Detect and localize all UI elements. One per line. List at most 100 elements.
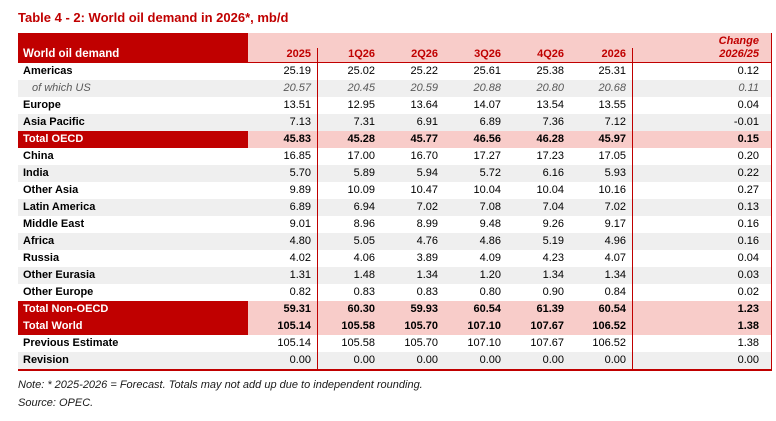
cell-total-world-5: 106.52 xyxy=(570,318,633,335)
cell-europe-2: 13.64 xyxy=(410,99,438,111)
cell-previous-estimate-4: 107.67 xyxy=(530,337,564,349)
row-label: Other Asia xyxy=(23,184,79,196)
cell-latin-america-5: 7.02 xyxy=(570,199,633,216)
cell-russia-1: 4.06 xyxy=(353,252,375,264)
cell-of-which-us-5: 20.68 xyxy=(570,80,633,97)
cell-europe-1: 12.95 xyxy=(347,99,375,111)
row-label: Other Eurasia xyxy=(23,269,96,281)
table-row-latin-america: Latin America 6.89 6.94 7.02 7.08 7.04 7.02 0.1… xyxy=(18,199,771,216)
cell-total-world-6: 1.38 xyxy=(633,318,771,335)
row-label: Africa xyxy=(23,235,55,247)
cell-total-non-oecd-5: 60.54 xyxy=(570,301,633,318)
cell-total-oecd-0: 45.83 xyxy=(248,131,318,148)
cell-previous-estimate-6: 1.38 xyxy=(737,337,759,349)
cell-china-2: 16.70 xyxy=(410,150,438,162)
cell-latin-america-3: 7.08 xyxy=(479,201,501,213)
change-header-line2: 2026/25 xyxy=(719,48,759,60)
cell-europe-3: 14.07 xyxy=(473,99,501,111)
row-label: Previous Estimate xyxy=(23,337,119,349)
header-col-3q26: 3Q26 xyxy=(474,48,501,60)
cell-of-which-us-3: 20.88 xyxy=(473,82,501,94)
cell-middle-east-3: 9.48 xyxy=(479,218,501,230)
cell-asia-pacific-1: 7.31 xyxy=(353,116,375,128)
cell-latin-america-1: 6.94 xyxy=(353,201,375,213)
cell-other-europe-0: 0.82 xyxy=(248,284,318,301)
table-row-total-non-oecd: Total Non-OECD 59.31 60.30 59.93 60.54 61.39 6… xyxy=(18,301,771,318)
cell-americas-6: 0.12 xyxy=(737,65,759,77)
row-label: Total OECD xyxy=(18,131,248,148)
row-label: Total World xyxy=(18,318,248,335)
cell-revision-3: 0.00 xyxy=(479,354,501,366)
cell-other-europe-4: 0.90 xyxy=(542,286,564,298)
cell-total-oecd-3: 46.56 xyxy=(444,131,507,148)
table-row-other-europe: Other Europe 0.82 0.83 0.83 0.80 0.90 0.84 0.02 xyxy=(18,284,771,301)
table-row-asia-pacific: Asia Pacific 7.13 7.31 6.91 6.89 7.36 7.12 -0.0… xyxy=(18,114,771,131)
table-row-total-world: Total World 105.14 105.58 105.70 107.10 107.6… xyxy=(18,318,771,335)
table-row-other-asia: Other Asia 9.89 10.09 10.47 10.04 10.04 10.16 0… xyxy=(18,182,771,199)
cell-total-world-0: 105.14 xyxy=(248,318,318,335)
table-header-row: World oil demand 2025 1Q26 2Q26 3Q26 4Q26 202… xyxy=(18,33,771,63)
table-row-previous-estimate: Previous Estimate 105.14 105.58 105.70 107.1… xyxy=(18,335,771,352)
cell-other-europe-3: 0.80 xyxy=(479,286,501,298)
cell-total-non-oecd-0: 59.31 xyxy=(248,301,318,318)
cell-india-6: 0.22 xyxy=(737,167,759,179)
cell-russia-6: 0.04 xyxy=(737,252,759,264)
row-label: Total Non-OECD xyxy=(18,301,248,318)
header-col-change: Change 2026/25 xyxy=(633,35,771,62)
cell-india-5: 5.93 xyxy=(570,165,633,182)
cell-total-oecd-1: 45.28 xyxy=(318,131,381,148)
cell-total-non-oecd-4: 61.39 xyxy=(507,301,570,318)
cell-europe-0: 13.51 xyxy=(248,97,318,114)
cell-total-oecd-5: 45.97 xyxy=(570,131,633,148)
cell-middle-east-4: 9.26 xyxy=(542,218,564,230)
cell-total-world-3: 107.10 xyxy=(444,318,507,335)
table-body: Americas 25.19 25.02 25.22 25.61 25.38 25.31 0.… xyxy=(18,63,771,369)
cell-revision-2: 0.00 xyxy=(416,354,438,366)
cell-india-2: 5.94 xyxy=(416,167,438,179)
cell-previous-estimate-0: 105.14 xyxy=(248,335,318,352)
cell-other-asia-0: 9.89 xyxy=(248,182,318,199)
cell-africa-4: 5.19 xyxy=(542,235,564,247)
table-row-of-which-us: of which US 20.57 20.45 20.59 20.88 20.80 20.6… xyxy=(18,80,771,97)
row-label: Latin America xyxy=(23,201,96,213)
table-row-revision: Revision 0.00 0.00 0.00 0.00 0.00 0.00 0.00 xyxy=(18,352,771,369)
table-row-americas: Americas 25.19 25.02 25.22 25.61 25.38 25.31 0.… xyxy=(18,63,771,80)
cell-of-which-us-1: 20.45 xyxy=(347,82,375,94)
cell-americas-4: 25.38 xyxy=(536,65,564,77)
cell-china-4: 17.23 xyxy=(536,150,564,162)
cell-asia-pacific-6: -0.01 xyxy=(733,116,759,128)
cell-china-1: 17.00 xyxy=(347,150,375,162)
cell-africa-2: 4.76 xyxy=(416,235,438,247)
header-col-1q26: 1Q26 xyxy=(348,48,375,60)
source-note: Source: OPEC. xyxy=(18,397,94,409)
cell-europe-5: 13.55 xyxy=(570,97,633,114)
cell-other-asia-6: 0.27 xyxy=(737,184,759,196)
cell-total-oecd-4: 46.28 xyxy=(507,131,570,148)
header-col-2025: 2025 xyxy=(248,48,318,62)
change-header-line1: Change xyxy=(718,35,759,47)
cell-india-3: 5.72 xyxy=(479,167,501,179)
cell-total-non-oecd-3: 60.54 xyxy=(444,301,507,318)
cell-other-eurasia-1: 1.48 xyxy=(353,269,375,281)
cell-americas-3: 25.61 xyxy=(473,65,501,77)
table-row-china: China 16.85 17.00 16.70 17.27 17.23 17.05 0.20 xyxy=(18,148,771,165)
cell-of-which-us-2: 20.59 xyxy=(410,82,438,94)
cell-previous-estimate-1: 105.58 xyxy=(341,337,375,349)
cell-of-which-us-0: 20.57 xyxy=(248,80,318,97)
cell-total-world-2: 105.70 xyxy=(381,318,444,335)
cell-previous-estimate-3: 107.10 xyxy=(467,337,501,349)
cell-other-europe-6: 0.02 xyxy=(737,286,759,298)
cell-middle-east-6: 0.16 xyxy=(737,218,759,230)
cell-total-non-oecd-6: 1.23 xyxy=(633,301,771,318)
cell-europe-6: 0.04 xyxy=(737,99,759,111)
cell-previous-estimate-2: 105.70 xyxy=(404,337,438,349)
row-label: Europe xyxy=(23,99,61,111)
header-world-oil-demand: World oil demand xyxy=(18,33,248,62)
cell-india-1: 5.89 xyxy=(353,167,375,179)
cell-other-eurasia-2: 1.34 xyxy=(416,269,438,281)
cell-middle-east-2: 8.99 xyxy=(416,218,438,230)
cell-revision-4: 0.00 xyxy=(542,354,564,366)
cell-total-world-4: 107.67 xyxy=(507,318,570,335)
row-label: Other Europe xyxy=(23,286,94,298)
cell-of-which-us-6: 0.11 xyxy=(738,82,759,94)
